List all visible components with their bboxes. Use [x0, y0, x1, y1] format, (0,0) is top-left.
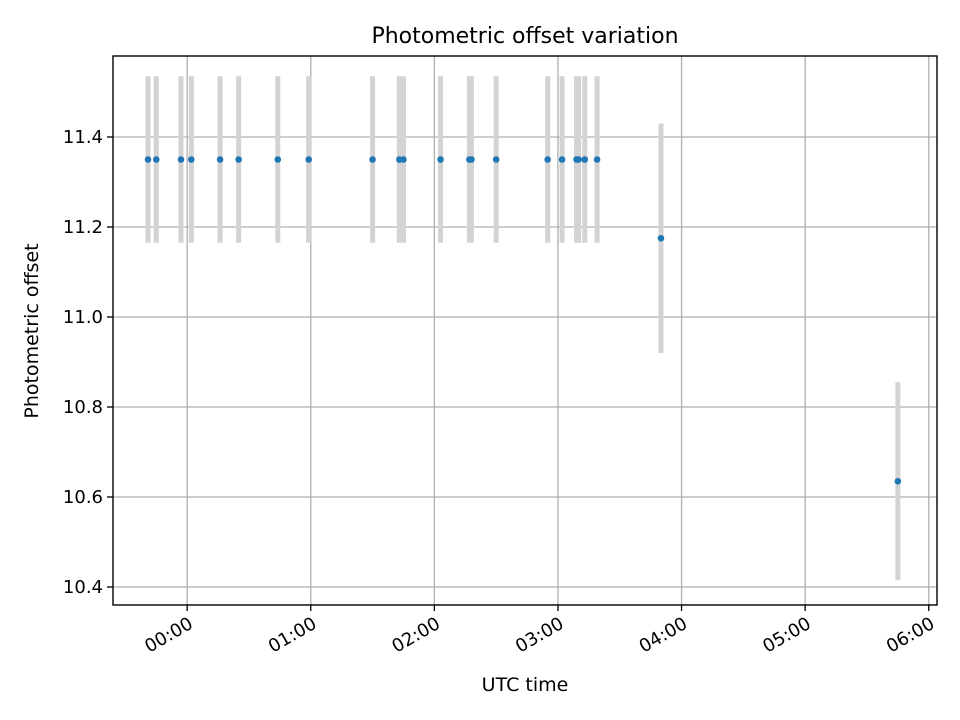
data-point [369, 156, 376, 163]
x-tick-label: 05:00 [759, 613, 814, 657]
y-tick-label: 10.8 [63, 397, 103, 418]
data-point [400, 156, 407, 163]
y-tick-label: 10.6 [63, 487, 103, 508]
x-tick-label: 01:00 [265, 613, 320, 657]
data-point [593, 156, 601, 163]
data-point [894, 477, 902, 485]
x-tick-label: 04:00 [636, 613, 691, 657]
data-point [581, 156, 589, 163]
plot-area-frame [112, 55, 938, 606]
data-point [544, 156, 551, 163]
data-point [152, 156, 160, 163]
x-tick-label: 00:00 [141, 613, 196, 657]
data-point [144, 156, 152, 163]
data-point [657, 234, 665, 242]
data-points [144, 156, 902, 485]
x-tick-label: 06:00 [883, 613, 938, 657]
data-point [575, 156, 582, 163]
data-point [492, 156, 500, 163]
x-tick-label: 02:00 [388, 613, 443, 657]
chart-title: Photometric offset variation [371, 24, 678, 49]
y-tick-label: 11.0 [63, 307, 103, 328]
data-point [235, 156, 242, 163]
grid-lines [113, 56, 937, 605]
axis-ticks: 00:00 01:00 02:00 03:00 04:00 05:00 06:00 10.4 1… [63, 127, 938, 657]
data-point [437, 156, 444, 163]
data-point [216, 156, 224, 163]
y-axis-label: Photometric offset [21, 243, 43, 418]
y-tick-label: 11.4 [63, 127, 103, 148]
x-tick-label: 03:00 [512, 613, 567, 657]
data-point [177, 156, 185, 163]
data-point [558, 156, 566, 163]
error-bars [145, 76, 901, 581]
data-point [187, 156, 195, 163]
data-point [468, 156, 475, 163]
data-point [305, 156, 313, 163]
x-axis-label: UTC time [482, 674, 569, 696]
y-tick-label: 11.2 [63, 217, 103, 238]
y-tick-label: 10.4 [63, 577, 103, 598]
data-point [274, 156, 282, 163]
